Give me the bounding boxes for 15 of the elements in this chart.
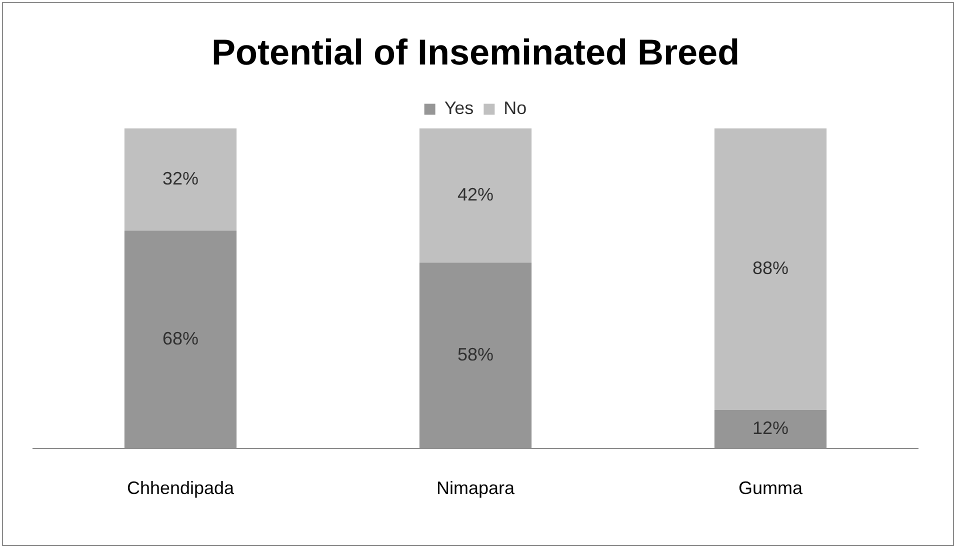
- chart-title: Potential of Inseminated Breed: [211, 32, 740, 73]
- data-label: 58%: [457, 344, 494, 365]
- legend-label: No: [504, 98, 527, 118]
- x-tick-label: Chhendipada: [126, 478, 236, 498]
- legend-label: Yes: [444, 98, 474, 118]
- x-tick-label: Nimapara: [436, 478, 516, 498]
- data-label: 42%: [457, 184, 494, 204]
- data-label: 88%: [752, 258, 789, 278]
- data-label: 68%: [162, 328, 199, 348]
- bar: [124, 128, 237, 231]
- bar: [714, 128, 827, 410]
- bar: [419, 128, 532, 263]
- data-label: 32%: [162, 168, 199, 188]
- data-label: 12%: [752, 418, 789, 438]
- x-tick-label: Gumma: [738, 478, 804, 498]
